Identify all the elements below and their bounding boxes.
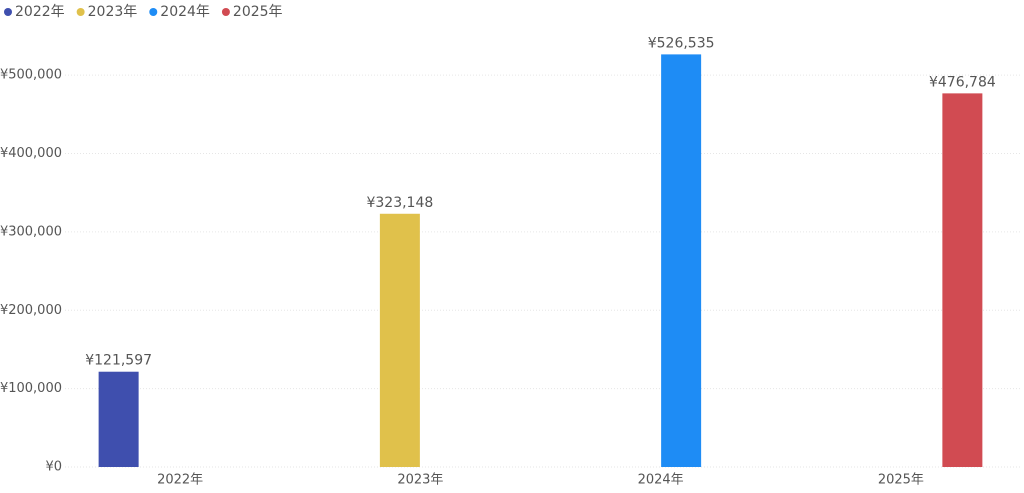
legend-label: 2022年 <box>15 4 65 20</box>
value-label: ¥323,148 <box>366 195 433 211</box>
x-tick-label: 2022年 <box>157 473 203 488</box>
bar <box>98 371 139 467</box>
bar <box>942 93 983 467</box>
legend-marker <box>221 8 230 16</box>
x-tick-label: 2025年 <box>878 473 924 488</box>
y-tick-label: ¥100,000 <box>0 381 62 396</box>
value-label: ¥526,535 <box>648 35 715 51</box>
legend-marker <box>4 8 12 16</box>
legend-label: 2025年 <box>233 4 283 20</box>
bar <box>379 213 420 467</box>
y-tick-label: ¥0 <box>45 460 62 475</box>
legend-label: 2023年 <box>88 4 138 20</box>
legend-marker <box>76 8 85 16</box>
y-tick-label: ¥400,000 <box>0 146 62 161</box>
legend-label: 2024年 <box>160 4 210 20</box>
legend-marker <box>149 8 158 16</box>
x-tick-label: 2023年 <box>397 473 443 488</box>
x-tick-label: 2024年 <box>638 473 684 488</box>
y-tick-label: ¥300,000 <box>0 224 62 239</box>
y-tick-label: ¥500,000 <box>0 68 62 83</box>
value-label: ¥121,597 <box>85 353 152 369</box>
y-tick-label: ¥200,000 <box>0 303 62 318</box>
value-label: ¥476,784 <box>929 74 996 90</box>
bar <box>661 54 702 467</box>
